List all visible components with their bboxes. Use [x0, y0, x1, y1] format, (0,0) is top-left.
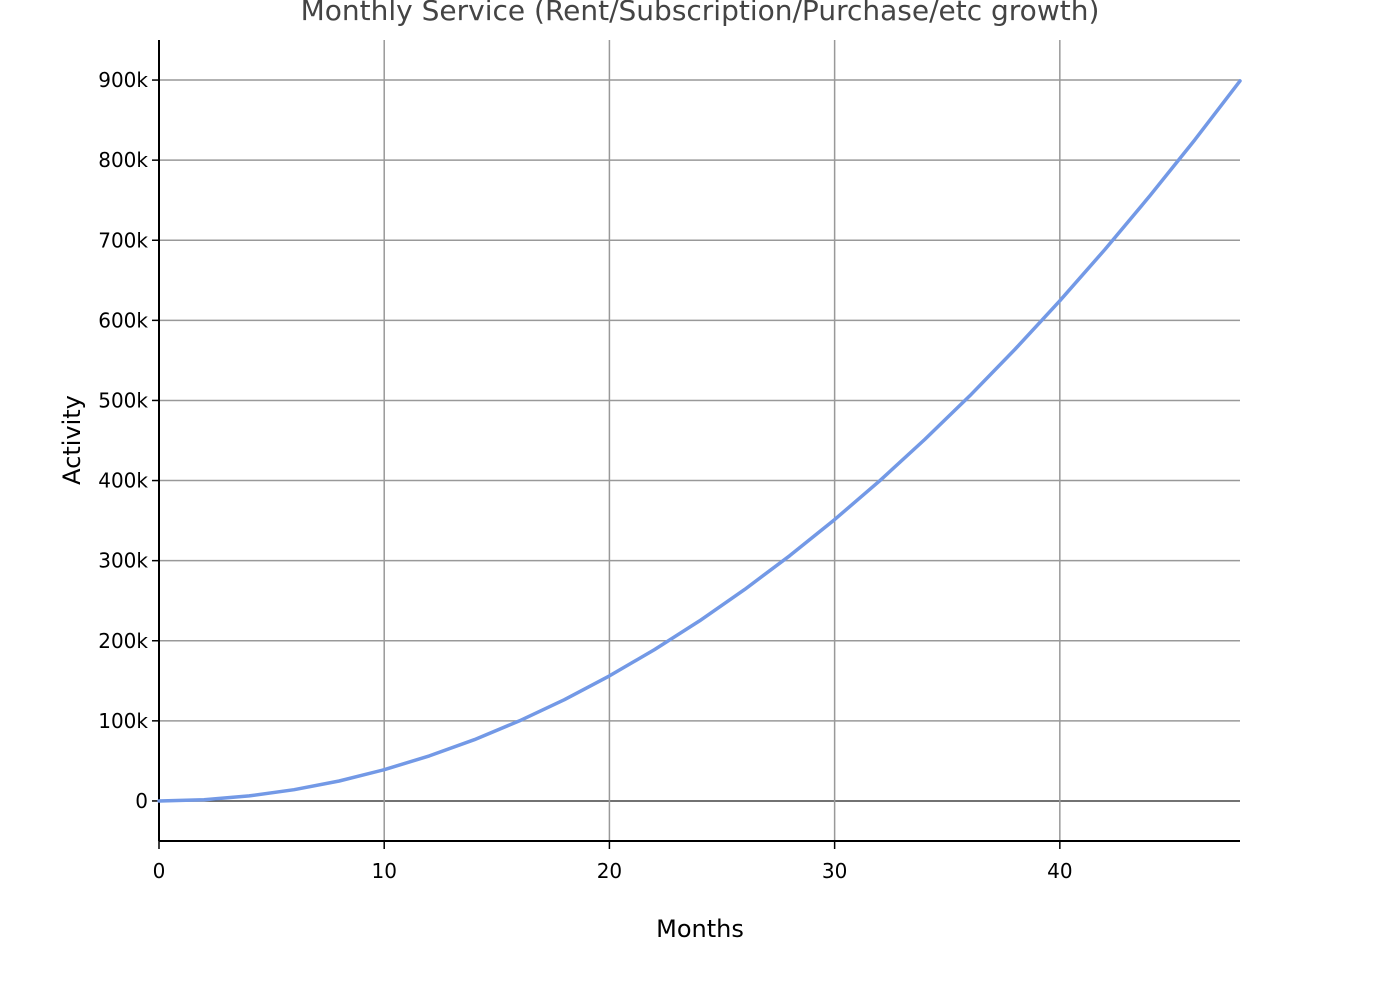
- series-line: [157, 79, 1242, 803]
- y-axis-title: Activity: [58, 395, 86, 485]
- chart-title: Monthly Service (Rent/Subscription/Purch…: [301, 0, 1100, 27]
- x-tick-label: 0: [153, 859, 166, 883]
- tick-labels: 0 100k 200k 300k 400k 500k 600k 700k 800k 900k 0 10…: [98, 68, 1072, 883]
- y-tick-label: 800k: [98, 148, 148, 172]
- x-tick-label: 30: [822, 859, 847, 883]
- y-tick-label: 900k: [98, 68, 148, 92]
- series-layer: [157, 79, 1242, 803]
- y-tick-label: 100k: [98, 709, 148, 733]
- y-tick-label: 700k: [98, 228, 148, 252]
- y-tick-label: 400k: [98, 469, 148, 493]
- x-tick-label: 10: [371, 859, 396, 883]
- y-tick-label: 600k: [98, 308, 148, 332]
- x-tick-label: 20: [597, 859, 622, 883]
- y-tick-label: 0: [135, 789, 148, 813]
- y-tick-label: 200k: [98, 629, 148, 653]
- axes: [152, 40, 1240, 849]
- grid: [159, 40, 1240, 841]
- x-tick-label: 40: [1047, 859, 1072, 883]
- y-tick-label: 500k: [98, 388, 148, 412]
- x-axis-title: Months: [656, 915, 744, 943]
- y-tick-label: 300k: [98, 549, 148, 573]
